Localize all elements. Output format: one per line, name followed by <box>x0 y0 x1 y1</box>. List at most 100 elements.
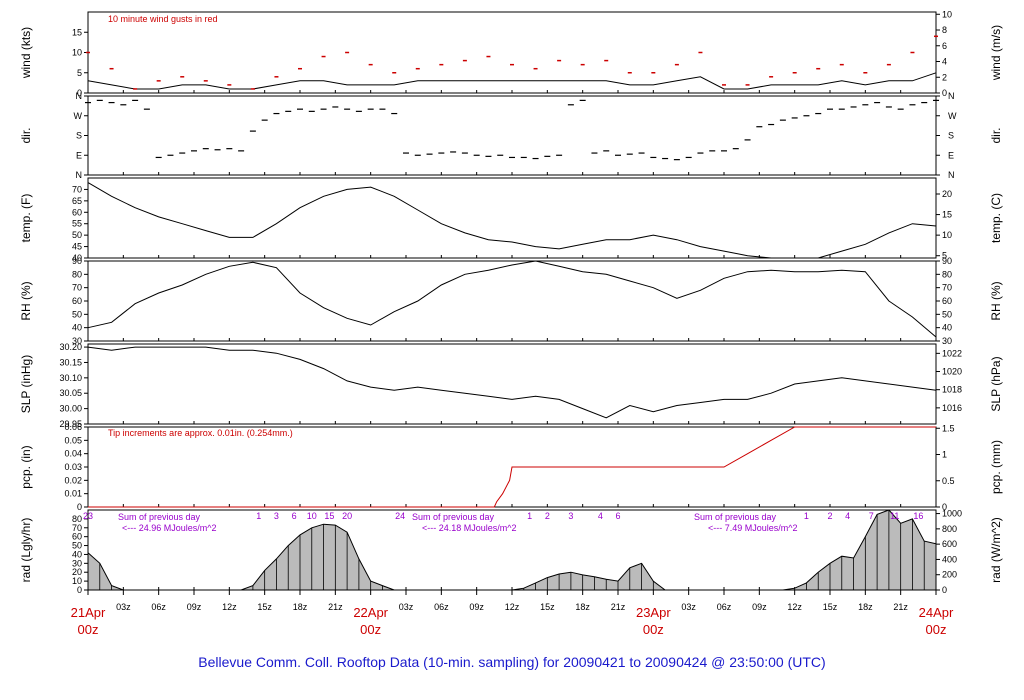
temp-ytick-label: 70 <box>72 184 82 194</box>
rh-ylabel-right: RH (%) <box>989 281 1003 320</box>
rad-ytick-label: 10 <box>72 576 82 586</box>
rad-ytick-label: 30 <box>72 558 82 568</box>
temp-ytick-label-right: 20 <box>942 189 952 199</box>
radiation-hour-mark: 4 <box>845 511 850 521</box>
xaxis-hour-label: 15z <box>257 602 272 612</box>
slp-ytick-label: 30.15 <box>59 357 82 367</box>
radiation-hour-mark: 2 <box>545 511 550 521</box>
wind-ylabel: wind (kts) <box>19 27 33 79</box>
wind-ytick-label: 15 <box>72 27 82 37</box>
rh-ytick-label: 30 <box>72 336 82 346</box>
pcp-ytick-label-right: 1 <box>942 450 947 460</box>
pcp-ytick-label: 0.01 <box>64 489 82 499</box>
rad-ytick-label: 80 <box>72 514 82 524</box>
slp-frame <box>87 343 937 425</box>
temp-ytick-label: 60 <box>72 207 82 217</box>
xaxis-hour-label: 15z <box>540 602 555 612</box>
temp-ylabel: temp. (F) <box>19 194 33 243</box>
radiation-day-sum-value: <--- 24.18 MJoules/m^2 <box>422 523 517 533</box>
temp-ylabel-right: temp. (C) <box>989 193 1003 243</box>
xaxis-day-time: 00z <box>926 622 947 637</box>
rad-ytick-label-right: 400 <box>942 554 957 564</box>
wind-ylabel-right: wind (m/s) <box>989 25 1003 81</box>
radiation-hour-mark: 3 <box>274 511 279 521</box>
temp-ytick-label: 40 <box>72 253 82 263</box>
rad-ytick-label: 70 <box>72 523 82 533</box>
temp-ytick-label-right: 5 <box>942 251 947 261</box>
wind-ytick-label: 10 <box>72 48 82 58</box>
wind-ytick-label-right: 2 <box>942 72 947 82</box>
radiation-hour-mark: 7 <box>869 511 874 521</box>
rh-ytick-label-right: 50 <box>942 309 952 319</box>
temp-frame <box>87 177 937 259</box>
xaxis-hour-label: 12z <box>222 602 237 612</box>
radiation-hour-mark: 20 <box>342 511 352 521</box>
chart-title: Bellevue Comm. Coll. Rooftop Data (10-mi… <box>198 654 825 670</box>
rad-ytick-label: 60 <box>72 532 82 542</box>
panel-pcp: 0 0.01 0.02 0.03 0.04 0.05 0.06 0 0.5 1 1.5 pcp. (i… <box>19 422 1003 512</box>
radiation-hour-mark: 1 <box>527 511 532 521</box>
dir-ytick-label-right: E <box>948 150 954 160</box>
xaxis-day-date: 21Apr <box>71 605 106 620</box>
radiation-hour-mark: 15 <box>324 511 334 521</box>
xaxis-day-date: 23Apr <box>636 605 671 620</box>
xaxis-hour-label: 18z <box>293 602 308 612</box>
radiation-hour-mark: 3 <box>568 511 573 521</box>
rh-ytick-label: 70 <box>72 283 82 293</box>
dir-ytick-label: W <box>74 111 83 121</box>
slp-ylabel-right: SLP (hPa) <box>989 356 1003 411</box>
radiation-area <box>87 509 937 591</box>
slp-ytick-label-right: 1020 <box>942 367 962 377</box>
pcp-ytick-label: 0.05 <box>64 435 82 445</box>
xaxis-hour-label: 03z <box>681 602 696 612</box>
slp-ytick-label: 30.05 <box>59 388 82 398</box>
dir-ylabel-right: dir. <box>989 127 1003 143</box>
slp-ytick-label: 30.00 <box>59 404 82 414</box>
precip-annotation: Tip increments are approx. 0.01in. (0.25… <box>108 428 293 438</box>
slp-ytick-label-right: 1022 <box>942 348 962 358</box>
dir-ytick-label: E <box>76 150 82 160</box>
rh-line <box>87 260 937 338</box>
wind-speed-line <box>87 72 937 90</box>
xaxis-hour-label: 21z <box>611 602 626 612</box>
dir-ytick-label-right: N <box>948 170 955 180</box>
pcp-ytick-label: 0.06 <box>64 422 82 432</box>
xaxis-day-time: 00z <box>360 622 381 637</box>
pcp-ytick-label-right: 1.5 <box>942 423 955 433</box>
radiation-hour-mark: 2 <box>827 511 832 521</box>
radiation-day-sum-value: <--- 24.96 MJoules/m^2 <box>122 523 217 533</box>
pcp-ytick-label-right: 0.5 <box>942 476 955 486</box>
slp-ytick-label: 30.20 <box>59 342 82 352</box>
temp-ytick-label-right: 10 <box>942 230 952 240</box>
temp-ytick-label-right: 15 <box>942 210 952 220</box>
xaxis-hour-label: 06z <box>717 602 732 612</box>
wind-ytick-label-right: 0 <box>942 88 947 98</box>
dir-ytick-label-right: S <box>948 131 954 141</box>
rh-ytick-label-right: 40 <box>942 323 952 333</box>
radiation-hour-mark: 4 <box>598 511 603 521</box>
radiation-day-sum-title: Sum of previous day <box>118 512 201 522</box>
xaxis-day-time: 00z <box>78 622 99 637</box>
pcp-ylabel: pcp. (in) <box>19 445 33 488</box>
panel-rh: 30 40 50 60 70 80 90 30 40 50 60 70 80 90 RH (%) RH (%) <box>19 256 1003 346</box>
rh-ytick-label-right: 30 <box>942 336 952 346</box>
radiation-day-sum-value: <--- 7.49 MJoules/m^2 <box>708 523 798 533</box>
xaxis-hour-label: 09z <box>752 602 767 612</box>
slp-ytick-label-right: 1016 <box>942 403 962 413</box>
rh-ytick-label: 60 <box>72 296 82 306</box>
radiation-hour-mark: 16 <box>913 511 923 521</box>
xaxis-hour-label: 06z <box>434 602 449 612</box>
radiation-hour-mark: 23 <box>83 511 93 521</box>
rad-ytick-label-right: 1000 <box>942 509 962 519</box>
slp-line <box>87 346 937 419</box>
xaxis-hour-label: 21z <box>328 602 343 612</box>
wind-ytick-label: 0 <box>77 88 82 98</box>
wind-ytick-label-right: 10 <box>942 9 952 19</box>
xaxis-day-time: 00z <box>643 622 664 637</box>
dir-ylabel: dir. <box>19 127 33 143</box>
panel-slp: 29.95 30.00 30.05 30.10 30.15 30.20 1016 1018 10… <box>19 342 1003 429</box>
rad-ytick-label: 50 <box>72 541 82 551</box>
